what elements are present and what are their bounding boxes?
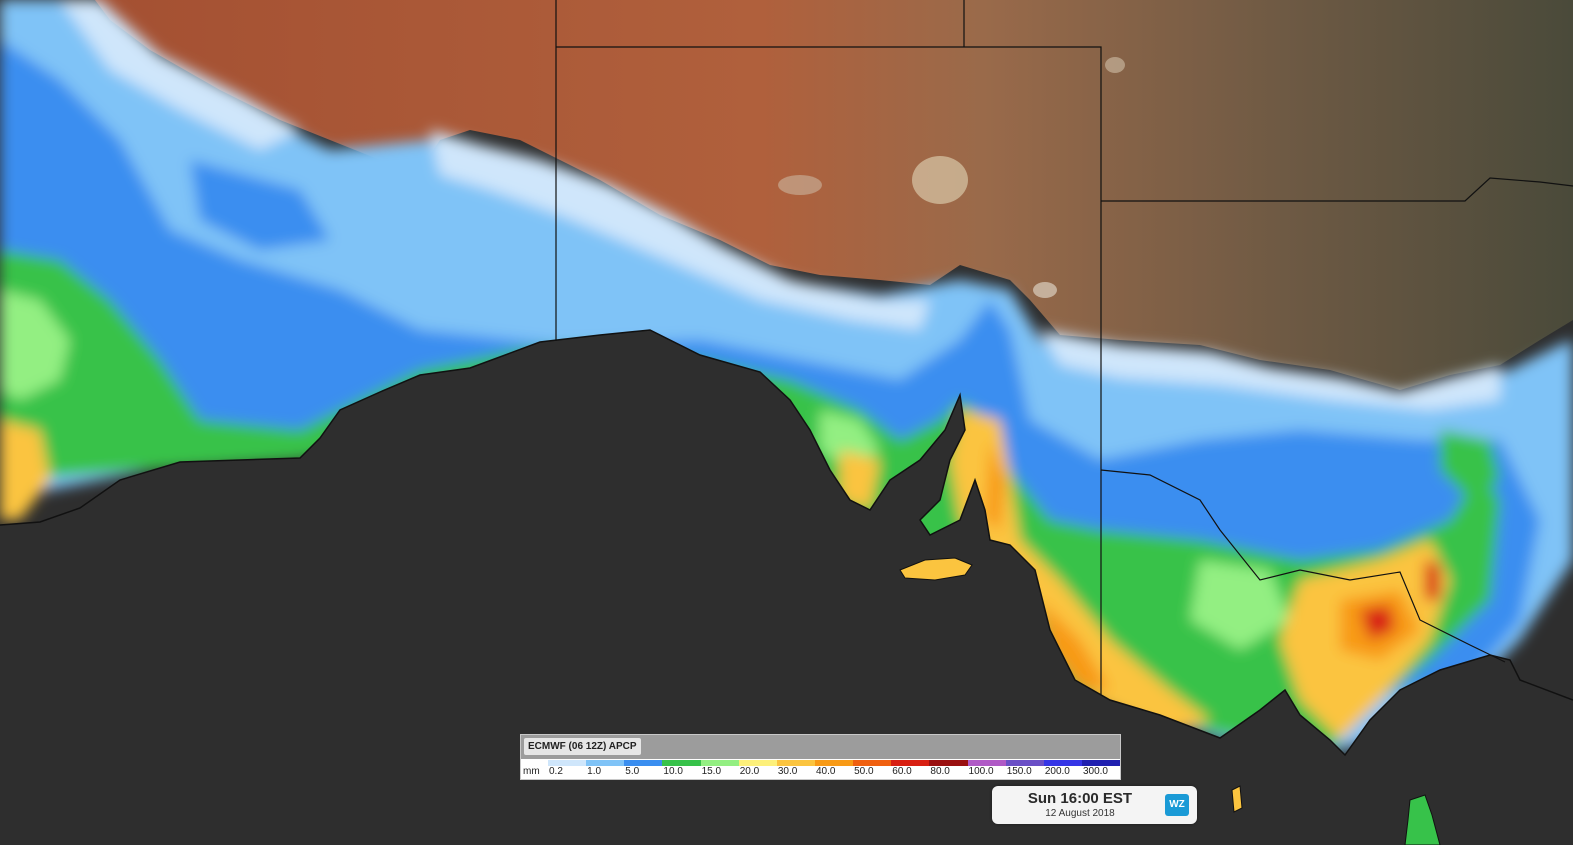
state-borders: [555, 0, 1573, 695]
lake-patch: [1105, 57, 1125, 73]
forecast-time-box: Sun 16:00 EST 12 August 2018 WZ: [992, 786, 1197, 824]
legend-tick-label: 100.0: [968, 766, 994, 777]
legend-tick-label: 5.0: [625, 766, 640, 777]
legend-tick-label: 30.0: [777, 766, 798, 777]
forecast-time: Sun 16:00 EST: [1027, 790, 1133, 807]
legend-swatch: [586, 760, 625, 766]
legend-swatch: [1081, 760, 1121, 766]
legend-swatch: [738, 760, 777, 766]
legend-header: ECMWF (06 12Z) APCP: [521, 735, 1120, 759]
legend-swatch: [776, 760, 815, 766]
legend-ticks: 0.2 1.0 5.0 10.0 15.0 20.0 30.0 40.0 50.0 60.0 80.…: [548, 766, 1120, 777]
legend-swatch: [662, 760, 701, 766]
legend-tick-label: 1.0: [587, 766, 602, 777]
rainfall-field: [0, 0, 1573, 760]
legend-swatch: [1005, 760, 1044, 766]
southern-ocean: [0, 330, 1573, 845]
legend-tick-label: 150.0: [1006, 766, 1032, 777]
legend-tick-label: 60.0: [892, 766, 912, 777]
legend-tick-label: 10.0: [663, 766, 683, 777]
legend-tick-label: 15.0: [701, 766, 722, 777]
legend-tick-label: 0.2: [549, 766, 563, 777]
coastline: [0, 329, 1573, 757]
legend-unit: mm: [523, 766, 540, 777]
rainfall-legend: ECMWF (06 12Z) APCP mm 0.2 1.0 5.0 10.0 15.0…: [520, 734, 1121, 780]
legend-swatch: [853, 760, 892, 766]
king-island: [1231, 785, 1243, 813]
lake-patch: [778, 175, 822, 195]
kangaroo-island: [899, 557, 973, 581]
land-mass: [95, 0, 1573, 390]
legend-tick-label: 40.0: [815, 766, 836, 777]
forecast-date: 12 August 2018: [1045, 808, 1115, 819]
lake-patch: [1033, 282, 1057, 298]
legend-swatch: [967, 760, 1006, 766]
weatherzone-logo: WZ: [1165, 794, 1189, 816]
legend-swatch: [891, 760, 930, 766]
legend-tick-label: 200.0: [1044, 766, 1070, 777]
legend-tick-label: 300.0: [1082, 766, 1108, 777]
legend-swatch: [624, 760, 663, 766]
legend-tick-label: 80.0: [930, 766, 950, 777]
legend-swatch: [1043, 760, 1082, 766]
legend-title: ECMWF (06 12Z) APCP: [524, 738, 641, 755]
legend-tick-label: 50.0: [854, 766, 874, 777]
legend-color-bar: [548, 760, 1121, 766]
tasmania-tip: [1404, 794, 1441, 845]
legend-swatch: [929, 760, 968, 766]
legend-swatch: [700, 760, 739, 766]
legend-swatch: [814, 760, 854, 766]
legend-tick-label: 20.0: [739, 766, 760, 777]
legend-swatch: [548, 760, 587, 766]
lake-patch: [912, 156, 968, 204]
